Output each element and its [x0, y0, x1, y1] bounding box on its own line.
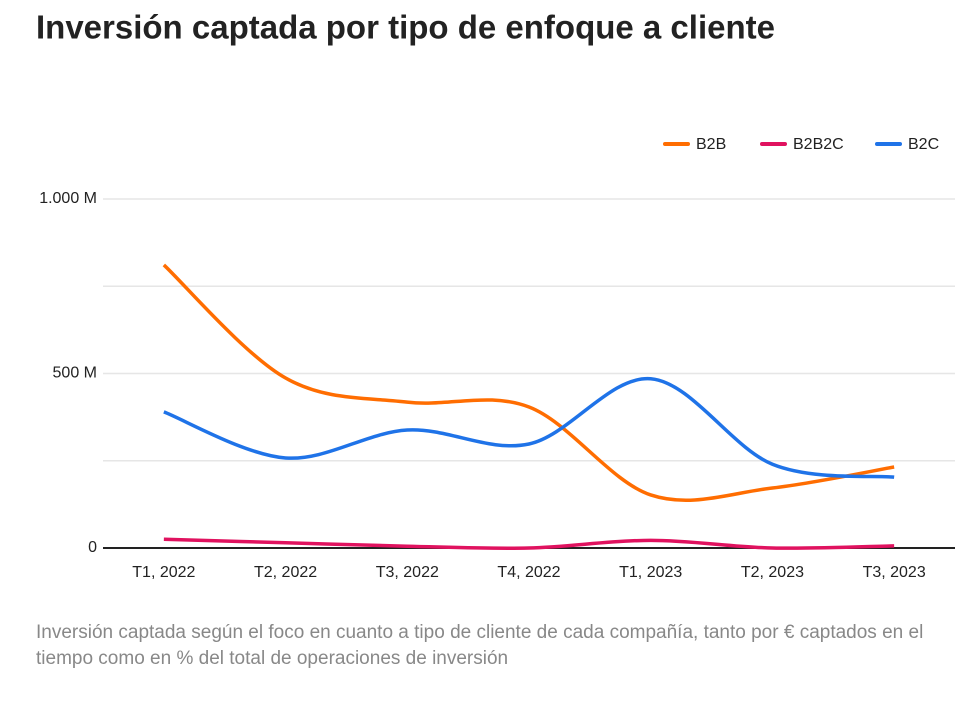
- legend-label: B2C: [908, 136, 939, 153]
- y-tick-label: 1.000 M: [39, 190, 97, 207]
- x-tick-label: T3, 2023: [863, 564, 926, 581]
- y-tick-label: 0: [88, 539, 97, 556]
- y-tick-label: 500 M: [53, 365, 97, 382]
- caption-box: Inversión captada según el foco en cuant…: [36, 622, 924, 669]
- x-tick-label: T4, 2022: [497, 564, 560, 581]
- x-tick-label: T3, 2022: [376, 564, 439, 581]
- chart-caption: Inversión captada según el foco en cuant…: [36, 622, 924, 669]
- x-tick-label: T1, 2023: [619, 564, 682, 581]
- line-series: [162, 263, 895, 502]
- line-series: [163, 537, 895, 551]
- x-tick-label: T2, 2022: [254, 564, 317, 581]
- legend-label: B2B2C: [793, 136, 844, 153]
- x-tick-label: T2, 2023: [741, 564, 804, 581]
- legend-label: B2B: [696, 136, 726, 153]
- chart-title: Inversión captada por tipo de enfoque a …: [36, 9, 775, 46]
- line-series: [163, 376, 895, 479]
- x-tick-label: T1, 2022: [132, 564, 195, 581]
